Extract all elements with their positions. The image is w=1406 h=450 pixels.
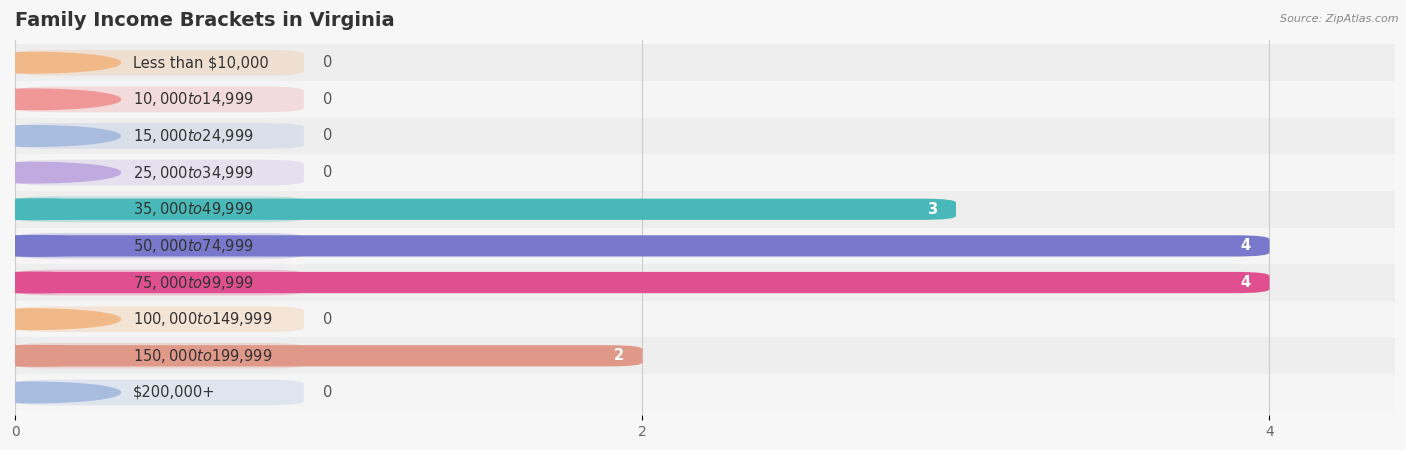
Text: 0: 0 — [323, 92, 332, 107]
Bar — [15, 338, 1395, 374]
Text: Less than $10,000: Less than $10,000 — [134, 55, 269, 70]
Circle shape — [0, 236, 121, 256]
Circle shape — [0, 126, 121, 146]
Bar — [15, 301, 1395, 338]
Circle shape — [0, 272, 121, 293]
FancyBboxPatch shape — [15, 50, 304, 76]
FancyBboxPatch shape — [15, 343, 304, 369]
Text: $15,000 to $24,999: $15,000 to $24,999 — [134, 127, 254, 145]
Bar — [15, 117, 1395, 154]
Circle shape — [0, 382, 121, 403]
Bar — [15, 81, 1395, 117]
Text: 0: 0 — [323, 385, 332, 400]
FancyBboxPatch shape — [15, 197, 304, 222]
Circle shape — [0, 89, 121, 110]
Bar — [15, 45, 1395, 81]
Circle shape — [0, 199, 121, 220]
Text: Family Income Brackets in Virginia: Family Income Brackets in Virginia — [15, 11, 395, 30]
FancyBboxPatch shape — [15, 270, 304, 295]
Text: 0: 0 — [323, 165, 332, 180]
Text: $75,000 to $99,999: $75,000 to $99,999 — [134, 274, 254, 292]
Text: 0: 0 — [323, 55, 332, 70]
Text: Source: ZipAtlas.com: Source: ZipAtlas.com — [1281, 14, 1399, 23]
Circle shape — [0, 162, 121, 183]
Text: $35,000 to $49,999: $35,000 to $49,999 — [134, 200, 254, 218]
FancyBboxPatch shape — [15, 235, 1270, 256]
Bar — [15, 154, 1395, 191]
Text: $100,000 to $149,999: $100,000 to $149,999 — [134, 310, 273, 328]
Bar — [15, 228, 1395, 264]
Circle shape — [0, 346, 121, 366]
Text: 0: 0 — [323, 129, 332, 144]
FancyBboxPatch shape — [15, 198, 956, 220]
Bar — [15, 374, 1395, 411]
Text: 4: 4 — [1240, 238, 1251, 253]
Text: $50,000 to $74,999: $50,000 to $74,999 — [134, 237, 254, 255]
Text: 2: 2 — [613, 348, 624, 363]
FancyBboxPatch shape — [15, 306, 304, 332]
Text: 4: 4 — [1240, 275, 1251, 290]
Bar — [15, 191, 1395, 228]
Text: $200,000+: $200,000+ — [134, 385, 215, 400]
FancyBboxPatch shape — [15, 272, 1270, 293]
Text: 3: 3 — [927, 202, 938, 217]
Text: 0: 0 — [323, 312, 332, 327]
FancyBboxPatch shape — [15, 233, 304, 259]
FancyBboxPatch shape — [15, 345, 643, 366]
FancyBboxPatch shape — [15, 380, 304, 405]
Text: $10,000 to $14,999: $10,000 to $14,999 — [134, 90, 254, 108]
Text: $25,000 to $34,999: $25,000 to $34,999 — [134, 164, 254, 182]
FancyBboxPatch shape — [15, 160, 304, 185]
FancyBboxPatch shape — [15, 86, 304, 112]
Circle shape — [0, 309, 121, 329]
Circle shape — [0, 53, 121, 73]
FancyBboxPatch shape — [15, 123, 304, 149]
Text: $150,000 to $199,999: $150,000 to $199,999 — [134, 347, 273, 365]
Bar — [15, 264, 1395, 301]
